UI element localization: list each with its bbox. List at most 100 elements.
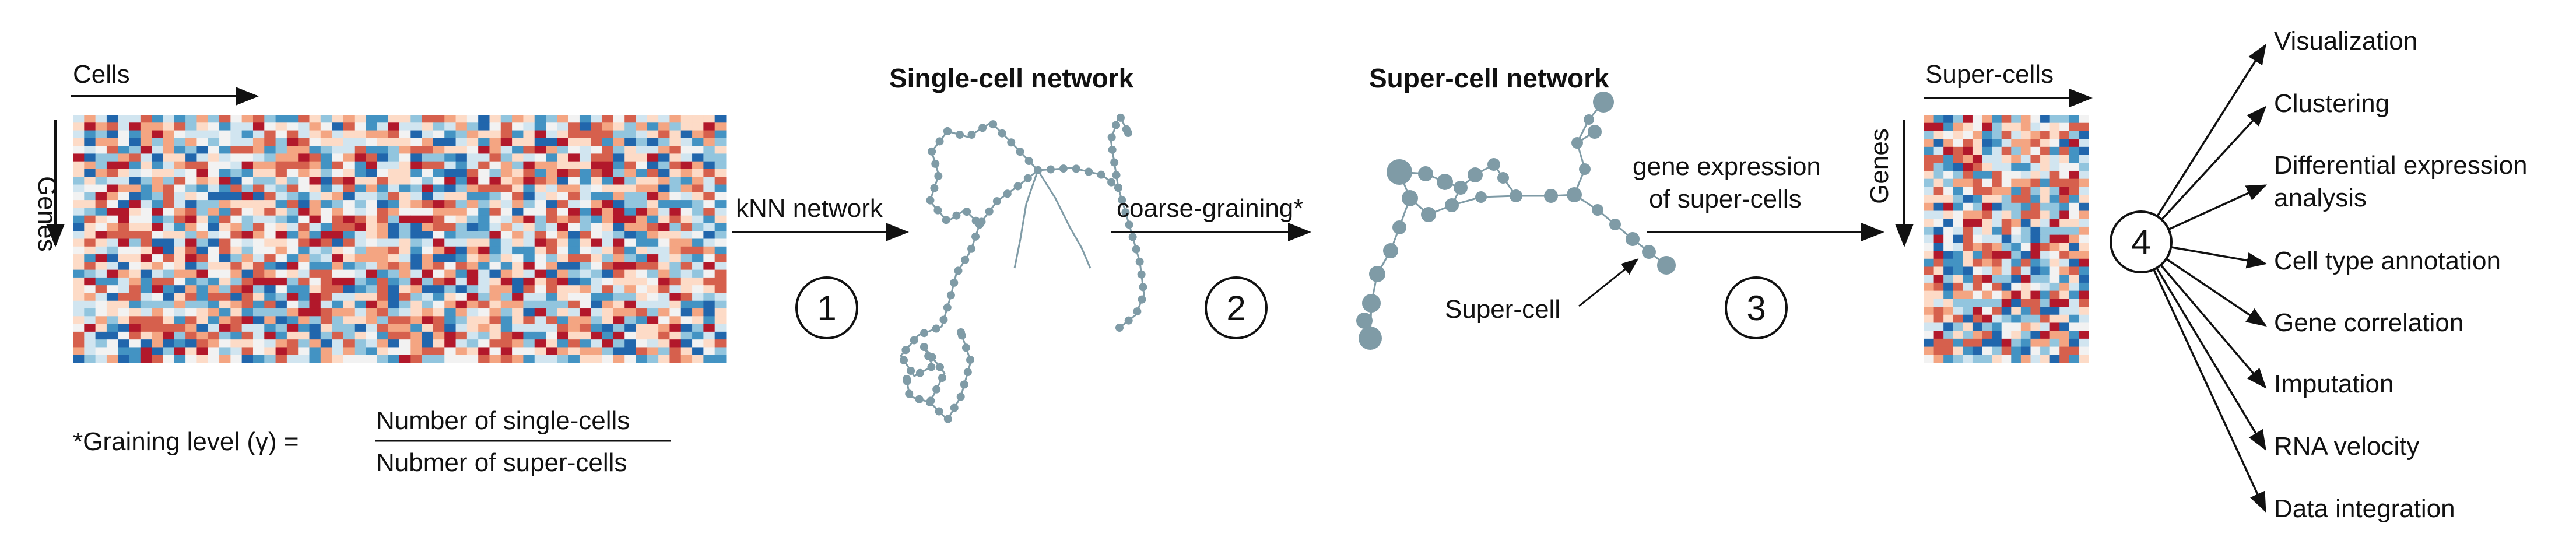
heatmap-cell (399, 115, 411, 123)
heatmap-cell (692, 138, 704, 146)
heatmap-cell (332, 177, 343, 185)
heatmap-cell (95, 308, 107, 317)
heatmap-cell (106, 200, 118, 208)
heatmap-cell (320, 339, 332, 348)
heatmap-cell (219, 246, 231, 255)
super-cell-matrix-panel: Super-cells Genes (1865, 60, 2093, 363)
heatmap-cell (466, 262, 479, 271)
heatmap-cell (703, 177, 715, 185)
heatmap-cell (366, 231, 377, 239)
heatmap-cell (602, 331, 614, 340)
heatmap-cell (377, 223, 389, 231)
network-node (967, 130, 976, 139)
heatmap-cell (489, 138, 501, 146)
heatmap-cell (2001, 139, 2012, 148)
heatmap-cell (354, 115, 366, 123)
heatmap-cell (174, 192, 186, 201)
heatmap-cell (455, 285, 468, 293)
heatmap-cell (264, 130, 276, 139)
heatmap-cell (2059, 290, 2070, 299)
heatmap-cell (2011, 202, 2022, 212)
graining-level-label: *Graining level (γ) = (73, 427, 299, 456)
heatmap-cell (703, 277, 715, 286)
heatmap-cell (602, 200, 614, 208)
heatmap-cell (1933, 275, 1944, 283)
heatmap-cell (354, 254, 366, 262)
heatmap-cell (546, 355, 557, 363)
heatmap-cell (546, 308, 557, 317)
heatmap-cell (2001, 122, 2012, 131)
heatmap-cell (624, 331, 637, 340)
heatmap-cell (568, 115, 580, 123)
heatmap-cell (2040, 155, 2051, 163)
heatmap-cell (2049, 234, 2060, 243)
heatmap-cell (2001, 338, 2012, 348)
heatmap-cell (1982, 210, 1992, 219)
heatmap-cell (388, 169, 400, 177)
heatmap-cell (703, 339, 715, 348)
heatmap-cell (366, 138, 377, 146)
heatmap-cell (703, 184, 715, 193)
heatmap-cell (1992, 122, 2002, 131)
heatmap-cell (208, 192, 220, 201)
heatmap-cell (1992, 322, 2002, 331)
heatmap-cell (489, 231, 501, 239)
network-node (943, 415, 952, 423)
heatmap-cell (636, 208, 648, 216)
heatmap-cell (546, 300, 557, 309)
heatmap-cell (298, 324, 310, 332)
heatmap-cell (264, 161, 276, 170)
heatmap-cell (388, 331, 400, 340)
heatmap-cell (1992, 282, 2002, 292)
heatmap-cell (129, 347, 141, 356)
heatmap-cell (354, 153, 366, 162)
heatmap-cell (163, 169, 175, 177)
heatmap-cell (118, 153, 130, 162)
heatmap-cell (2069, 331, 2079, 339)
heatmap-cell (298, 262, 310, 271)
heatmap-cell (602, 277, 614, 286)
heatmap-cell (73, 285, 85, 293)
heatmap-cell (489, 331, 501, 340)
heatmap-cell (399, 223, 411, 231)
heatmap-cell (557, 238, 569, 247)
heatmap-cell (1953, 243, 1963, 251)
heatmap-cell (692, 331, 704, 340)
heatmap-cell (455, 200, 468, 208)
heatmap-cell (2030, 187, 2041, 195)
heatmap-cell (546, 316, 557, 325)
heatmap-cell (669, 308, 682, 317)
heatmap-cell (366, 262, 377, 271)
heatmap-cell (2059, 355, 2070, 363)
heatmap-cell (714, 277, 727, 286)
heatmap-cell (591, 246, 603, 255)
heatmap-cell (219, 308, 231, 317)
heatmap-cell (489, 130, 501, 139)
heatmap-cell (444, 316, 457, 325)
step-4-number: 4 (2131, 223, 2150, 262)
heatmap-cell (106, 331, 118, 340)
heatmap-cell (568, 293, 580, 301)
heatmap-cell (692, 300, 704, 309)
heatmap-cell (118, 300, 130, 309)
heatmap-cell (1982, 115, 1992, 124)
heatmap-cell (658, 153, 670, 162)
heatmap-cell (163, 177, 175, 185)
heatmap-cell (523, 331, 535, 340)
heatmap-cell (2020, 115, 2031, 124)
heatmap-cell (343, 223, 355, 231)
heatmap-cell (1933, 346, 1944, 355)
heatmap-cell (1953, 202, 1963, 212)
heatmap-cell (410, 277, 423, 286)
heatmap-cell (557, 153, 569, 162)
heatmap-cell (546, 153, 557, 162)
heatmap-cell (1924, 258, 1935, 267)
heatmap-cell (377, 231, 389, 239)
heatmap-cell (174, 316, 186, 325)
heatmap-cell (1972, 275, 1983, 283)
heatmap-cell (2020, 155, 2031, 163)
heatmap-cell (208, 324, 220, 332)
heatmap-cell (174, 269, 186, 278)
heatmap-cell (2001, 282, 2012, 292)
heatmap-cell (534, 177, 546, 185)
